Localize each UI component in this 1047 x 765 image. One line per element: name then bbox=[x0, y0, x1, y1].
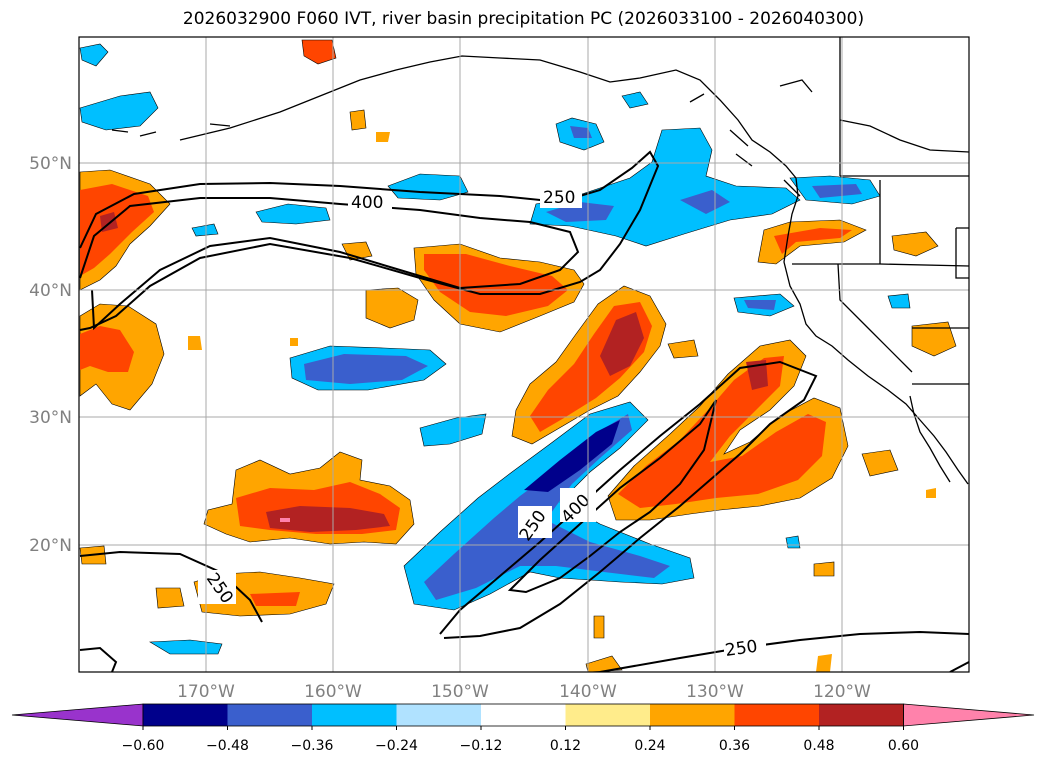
ivt-contour-250-bottom bbox=[599, 630, 969, 672]
colorbar-extension-low bbox=[11, 703, 144, 727]
colorbar-extension-high bbox=[903, 703, 1035, 727]
colorbar-segment bbox=[565, 704, 650, 726]
colorbar-segments bbox=[11, 703, 1035, 727]
colorbar-segment bbox=[143, 704, 228, 726]
colorbar-outline bbox=[142, 703, 904, 727]
map-plot-area: 400 250 250 400 250 250 bbox=[78, 36, 970, 673]
colorbar-tick-label: 0.60 bbox=[888, 738, 919, 754]
colorbar-ticks: −0.60 −0.48 −0.36 −0.24 −0.12 0.12 0.24 0.36 0.4… bbox=[122, 726, 919, 754]
latitude-label: 20°N bbox=[29, 536, 72, 556]
colorbar-segment bbox=[312, 704, 397, 726]
colorbar-tick-label: −0.60 bbox=[122, 738, 165, 754]
colorbar-tick-label: 0.48 bbox=[803, 738, 834, 754]
latitude-label: 30°N bbox=[29, 408, 72, 428]
contour-label-250-a: 250 bbox=[543, 188, 575, 208]
ivt-contour-250-south bbox=[439, 360, 818, 639]
longitude-label: 130°W bbox=[686, 682, 744, 702]
latitude-label: 40°N bbox=[29, 281, 72, 301]
colorbar-tick-label: 0.24 bbox=[634, 738, 665, 754]
coastline-layer bbox=[111, 37, 969, 485]
longitude-label: 150°W bbox=[431, 682, 489, 702]
colorbar-segment bbox=[396, 704, 481, 726]
colorbar-segment bbox=[227, 704, 312, 726]
colorbar-segment bbox=[650, 704, 735, 726]
ivt-contour-labels: 400 250 250 400 250 250 bbox=[198, 186, 766, 661]
longitude-label: 170°W bbox=[177, 682, 235, 702]
colorbar-tick-label: −0.24 bbox=[375, 738, 418, 754]
map-gridlines bbox=[79, 37, 969, 672]
ivt-contour-layer bbox=[79, 150, 969, 672]
colorbar-tick-label: 0.12 bbox=[550, 738, 581, 754]
map-title: 2026032900 F060 IVT, river basin precipi… bbox=[182, 9, 865, 29]
ivt-contour-250-bottomright bbox=[949, 661, 969, 672]
ivt-contour-250-bottomleft bbox=[79, 646, 118, 672]
longitude-labels: 170°W 160°W 150°W 140°W 130°W 120°W bbox=[177, 682, 871, 702]
colorbar-tick-label: −0.12 bbox=[460, 738, 503, 754]
latitude-label: 50°N bbox=[29, 154, 72, 174]
contour-label-400-a: 400 bbox=[351, 193, 383, 213]
map-frame bbox=[78, 36, 970, 673]
colorbar-segment bbox=[481, 704, 566, 726]
colorbar-tick-label: 0.36 bbox=[719, 738, 750, 754]
ivt-contour-250-north bbox=[79, 150, 660, 331]
longitude-label: 140°W bbox=[559, 682, 617, 702]
contour-label-250-d: 250 bbox=[724, 637, 759, 661]
colorbar: −0.60 −0.48 −0.36 −0.24 −0.12 0.12 0.24 0.36 0.4… bbox=[11, 703, 1035, 754]
ivt-contour-250-southwest bbox=[79, 550, 263, 623]
colorbar-segment bbox=[819, 704, 904, 726]
latitude-labels: 50°N 40°N 30°N 20°N bbox=[29, 154, 72, 556]
colorbar-tick-label: −0.48 bbox=[206, 738, 249, 754]
longitude-label: 120°W bbox=[813, 682, 871, 702]
colorbar-segment bbox=[734, 704, 819, 726]
longitude-label: 160°W bbox=[304, 682, 362, 702]
ivt-contour-400-north bbox=[79, 197, 580, 331]
colorbar-tick-label: −0.36 bbox=[291, 738, 334, 754]
